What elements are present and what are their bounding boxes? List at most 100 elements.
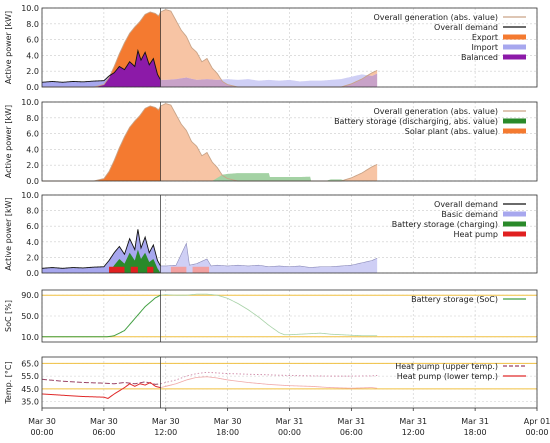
legend-swatch [503,118,526,124]
legend: Overall generation (abs. value)Battery s… [334,107,526,136]
x-tick-label-time: 18:00 [464,428,487,437]
x-tick-label-time: 06:00 [92,428,115,437]
upper-temp-forecast-line [160,371,378,385]
y-tick-label: 65.0 [21,359,39,368]
y-tick-label: 2.0 [26,253,39,262]
legend-label: Battery storage (discharging, abs. value… [334,117,498,126]
y-tick-label: 50.0 [21,312,39,321]
legend-label: Export [472,33,498,42]
y-tick-label: 90.0 [21,291,39,300]
import-area [160,73,378,87]
y-tick-label: 6.0 [26,222,39,231]
soc-forecast-line [160,293,378,337]
solar-area [160,103,378,181]
upper-temp-line [41,378,161,385]
y-tick-label: 4.0 [26,238,39,247]
y-tick-label: 10.0 [21,191,39,200]
balanced-area [160,73,378,87]
x-tick-label-date: Mar 31 [337,417,365,426]
y-tick-label: 8.0 [26,114,39,123]
heatpump-block-forecast [192,266,210,273]
legend: Battery storage (SoC) [411,295,526,304]
x-tick-label-date: Mar 30 [28,417,56,426]
panel-2: 0.0 2.0 4.0 6.0 8.0 10.0 Active power [kW] Over… [4,98,538,186]
y-tick-label: 8.0 [26,207,39,216]
solar-area [42,105,161,181]
y-tick-label: 10.0 [21,333,39,342]
legend-label: Heat pump (lower temp.) [397,372,498,381]
x-tick-label-time: 06:00 [340,428,363,437]
panel-1: 0.0 2.0 4.0 6.0 8.0 10.0 Active power [kW] Over… [4,4,538,92]
y-tick-label: 4.0 [26,145,39,154]
panel-5: 35.0 45.0 55.0 65.0 Temp. [°C] Heat pump (upp… [4,356,538,409]
plot-border [41,289,538,343]
legend: Heat pump (upper temp.)Heat pump (lower … [395,362,526,381]
demand-line [41,229,161,269]
y-axis-label: Temp. [°C] [4,361,13,404]
legend-swatch [503,128,526,134]
y-axis-label: Active power [kW] [4,197,13,270]
demand-forecast-line [160,242,378,268]
export-area [42,11,161,88]
x-tick-label-time: 12:00 [154,428,177,437]
x-tick-label-date: Mar 31 [461,417,489,426]
battery-discharge-area [212,173,347,181]
plot-border [41,7,538,88]
x-tick-label-time: 12:00 [402,428,425,437]
x-tick-label-date: Apr 01 [524,417,550,426]
legend-label: Heat pump [453,230,498,239]
legend-label: Overall demand [434,23,498,32]
legend: Overall generation (abs. value)Overall d… [373,13,526,62]
legend-swatch [503,44,526,50]
y-tick-label: 4.0 [26,51,39,60]
soc-line [42,294,161,338]
y-tick-label: 10.0 [21,4,39,13]
legend-label: Overall generation (abs. value) [373,107,498,116]
x-tick-label-time: 18:00 [216,428,239,437]
legend-label: Import [471,43,498,52]
heatpump-block [147,266,154,273]
y-axis-label: SoC [%] [4,300,13,332]
legend-label: Battery storage (charging) [392,220,498,229]
legend-swatch [503,54,526,60]
x-axis: Mar 30 00:00 Mar 30 06:00 Mar 30 12:00 Mar 30 1… [28,408,550,437]
legend-swatch [503,231,526,237]
x-tick-label-date: Mar 31 [276,417,304,426]
y-tick-label: 6.0 [26,130,39,139]
legend-label: Overall generation (abs. value) [373,13,498,22]
heatpump-block [109,266,125,273]
x-tick-label-date: Mar 30 [90,417,118,426]
y-tick-label: 2.0 [26,67,39,76]
legend-label: Overall demand [434,200,498,209]
legend-label: Battery storage (SoC) [411,295,498,304]
x-tick-label-time: 00:00 [525,428,548,437]
legend-label: Basic demand [441,210,498,219]
import-area [42,50,161,87]
y-tick-label: 0.0 [26,269,39,278]
y-tick-label: 35.0 [21,398,39,407]
x-tick-label-date: Mar 30 [214,417,242,426]
legend-label: Balanced [461,53,498,62]
y-tick-label: 10.0 [21,98,39,107]
heatpump-block-forecast [170,266,187,273]
y-tick-label: 6.0 [26,36,39,45]
x-tick-label-time: 00:00 [278,428,301,437]
x-tick-label-time: 00:00 [30,428,53,437]
y-axis-label: Active power [kW] [4,105,13,178]
panel-4: 10.0 50.0 90.0 SoC [%] Battery storage (SoC) [4,289,538,343]
x-tick-label-date: Mar 30 [152,417,180,426]
lower-temp-line [41,381,161,399]
legend-swatch [503,211,526,217]
plot-border [41,194,538,274]
x-tick-label-date: Mar 31 [399,417,427,426]
legend-swatch [503,34,526,40]
y-tick-label: 55.0 [21,372,39,381]
legend-swatch [503,221,526,227]
y-tick-label: 8.0 [26,20,39,29]
legend-label: Solar plant (abs. value) [405,127,498,136]
panel-3: 0.0 2.0 4.0 6.0 8.0 10.0 Active power [kW] Over… [4,191,538,278]
y-tick-label: 45.0 [21,385,39,394]
lower-temp-forecast-line [160,376,378,389]
